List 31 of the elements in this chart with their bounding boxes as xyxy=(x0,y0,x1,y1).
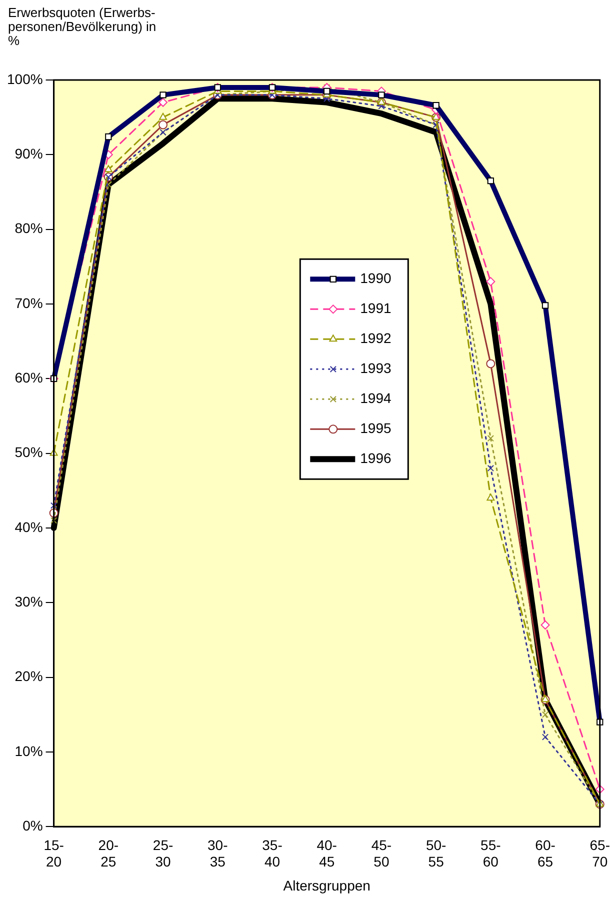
x-tick-label: 15-20 xyxy=(44,836,64,870)
legend-label: 1990 xyxy=(360,270,392,286)
x-tick-label: 20-25 xyxy=(98,836,119,870)
legend-label: 1995 xyxy=(360,420,392,436)
x-tick-label: 55-60 xyxy=(480,836,502,870)
x-tick-label: 40-45 xyxy=(316,836,338,870)
legend-label: 1991 xyxy=(360,300,392,316)
y-tick-label: 90% xyxy=(14,146,43,162)
y-tick-label: 80% xyxy=(14,220,43,236)
x-tick-label: 45-50 xyxy=(371,836,392,870)
y-tick-label: 40% xyxy=(14,518,43,535)
x-tick-label: 25-30 xyxy=(152,836,174,870)
y-tick-label: 50% xyxy=(14,444,43,460)
y-axis-title: Erwerbsquoten (Erwerbs-personen/Bevölkerung) in % xyxy=(8,5,158,48)
legend-label: 1993 xyxy=(360,360,392,376)
legend-label: 1994 xyxy=(360,390,392,406)
y-tick-label: 20% xyxy=(14,668,43,684)
y-tick-label: 70% xyxy=(14,294,43,311)
y-tick-label: 100% xyxy=(6,70,43,87)
x-axis-title: Altersgruppen xyxy=(283,877,370,894)
y-tick-label: 30% xyxy=(14,593,43,610)
legend-label: 1992 xyxy=(360,330,392,346)
x-tick-label: 30-35 xyxy=(208,836,228,870)
x-tick-label: 60-65 xyxy=(535,836,556,870)
x-tick-label: 50-55 xyxy=(426,836,447,870)
y-tick-label: 10% xyxy=(14,742,43,759)
legend-label: 1996 xyxy=(360,450,392,466)
y-tick-label: 0% xyxy=(22,817,43,834)
x-tick-label: 35-40 xyxy=(262,836,283,870)
y-tick-label: 60% xyxy=(14,370,43,386)
x-tick-label: 65-70 xyxy=(590,836,610,870)
